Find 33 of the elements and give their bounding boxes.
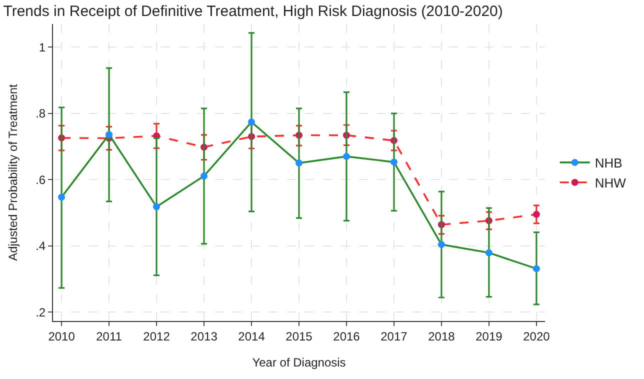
- x-tick-label: 2020: [523, 329, 550, 344]
- legend-label: NHW: [594, 175, 627, 190]
- point: [532, 265, 540, 272]
- point: [248, 118, 256, 126]
- x-tick-label: 2012: [143, 329, 170, 344]
- x-tick-label: 2013: [190, 329, 218, 344]
- point: [296, 160, 302, 167]
- point: [200, 172, 208, 180]
- y-tick-label: .4: [36, 239, 46, 254]
- y-axis-title: Adjusted Probability of Treatment: [6, 83, 20, 261]
- y-tick-label: .2: [36, 305, 46, 320]
- point: [342, 152, 350, 160]
- x-tick-label: 2019: [476, 329, 503, 344]
- x-axis-title: Year of Diagnosis: [252, 355, 346, 370]
- point: [106, 131, 113, 138]
- x-tick-label: 2017: [380, 329, 408, 344]
- x-tick-label: 2018: [428, 329, 456, 344]
- point: [390, 158, 398, 166]
- point: [485, 249, 492, 256]
- y-tick-label: .6: [36, 172, 46, 187]
- point: [58, 194, 66, 201]
- x-tick-label: 2010: [48, 329, 76, 344]
- y-tick-label: 1: [38, 40, 46, 54]
- x-tick-label: 2011: [96, 329, 122, 344]
- point: [532, 210, 540, 218]
- chart-title: Trends in Receipt of Definitive Treatment, High Risk Diagnosis (2010-2020): [3, 3, 503, 20]
- point: [438, 241, 445, 248]
- x-tick-label: 2016: [333, 329, 360, 344]
- y-tick-label: .8: [36, 106, 46, 121]
- legend-label: NHB: [594, 156, 622, 171]
- point: [153, 203, 160, 210]
- x-tick-label: 2014: [238, 329, 266, 344]
- x-tick-label: 2015: [286, 329, 313, 344]
